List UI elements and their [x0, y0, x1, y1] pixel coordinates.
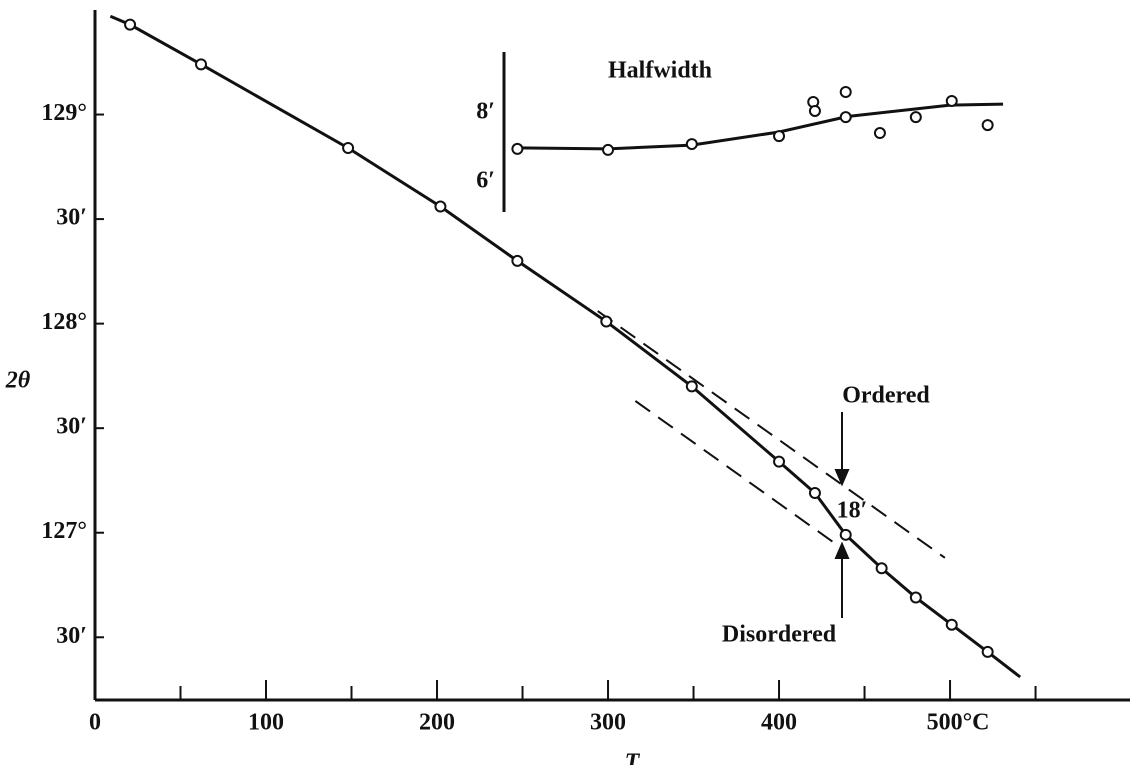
data-point — [909, 591, 922, 604]
data-point — [808, 487, 821, 499]
x-tick-label: 500°C — [927, 710, 990, 736]
data-point — [685, 380, 698, 393]
data-point — [875, 562, 888, 575]
data-point — [434, 200, 447, 213]
data-point — [685, 138, 698, 151]
data-point — [839, 86, 852, 98]
data-point — [839, 528, 852, 541]
x-tick-label: 300 — [590, 710, 626, 736]
inset-title: Halfwidth — [608, 58, 712, 84]
dashed-line — [634, 400, 842, 549]
annotation: 18′ — [837, 498, 868, 524]
y-tick-label: 127° — [41, 518, 87, 544]
arrows — [834, 412, 850, 618]
data-point — [873, 127, 886, 140]
y-tick-label: 129° — [41, 100, 87, 126]
data-point — [511, 142, 524, 155]
x-axis-label: T — [625, 750, 641, 765]
y-tick-label: 30′ — [56, 414, 87, 440]
inset-y-tick-label: 6′ — [476, 168, 495, 194]
data-point — [600, 315, 613, 328]
fit-line — [109, 14, 1022, 679]
y-tick-label: 30′ — [56, 205, 87, 231]
data-point — [195, 58, 208, 71]
data-point — [945, 94, 958, 107]
data-point — [808, 104, 821, 117]
fit-line — [517, 102, 1004, 151]
y-tick-label: 128° — [41, 309, 87, 335]
inset-y-tick-label: 8′ — [476, 99, 495, 125]
data-point — [839, 111, 852, 124]
data-point — [602, 143, 615, 156]
data-point — [124, 18, 137, 31]
y-axis-label: 2θ — [5, 368, 31, 394]
data-point — [342, 142, 355, 154]
x-tick-label: 200 — [419, 710, 455, 736]
data-point — [773, 455, 786, 468]
y-tick-label: 30′ — [56, 623, 87, 649]
x-tick-label: 0 — [89, 710, 101, 736]
annotation: Disordered — [722, 622, 837, 648]
annotation: Ordered — [842, 383, 930, 409]
x-tick-label: 400 — [761, 710, 797, 736]
x-tick-label: 100 — [248, 710, 284, 736]
data-point — [773, 130, 786, 143]
data-point — [511, 254, 524, 267]
data-point — [981, 119, 994, 132]
dashed-line — [597, 310, 946, 559]
data-point — [981, 645, 994, 658]
data-point — [909, 111, 922, 124]
data-point — [945, 618, 958, 631]
